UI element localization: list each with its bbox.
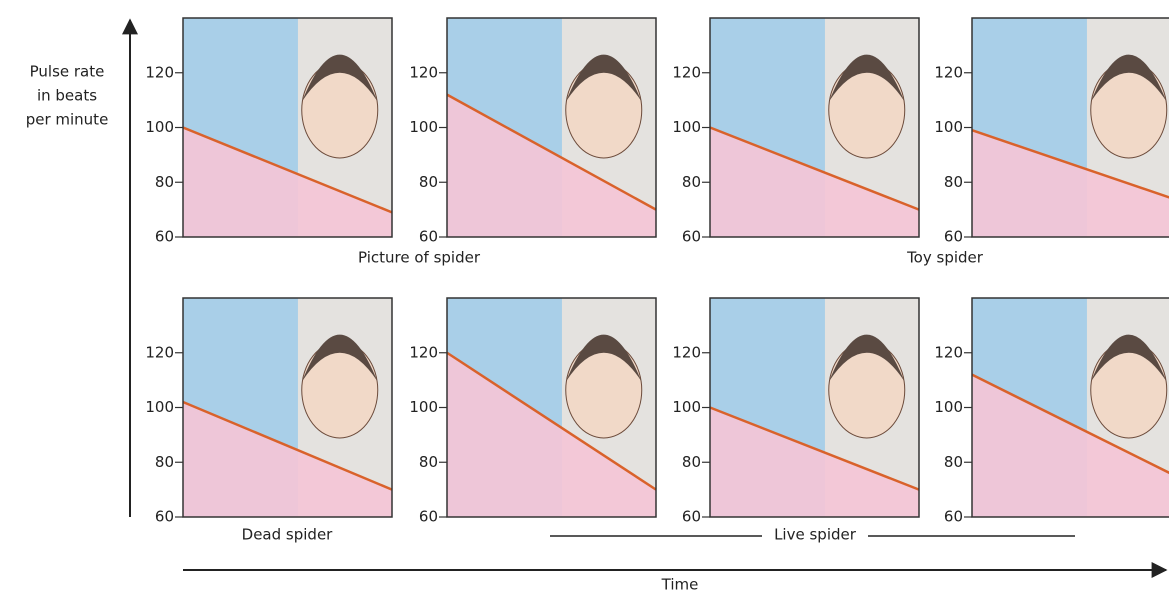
y-tick-label: 60 [155,508,174,526]
figure: Pulse rate in beats per minute Time Pict… [0,0,1169,595]
y-tick-label: 120 [145,63,174,81]
y-tick-label: 100 [145,398,174,416]
y-tick-label: 80 [419,453,438,471]
y-tick-label: 120 [409,63,438,81]
panel: 60 80 100 120 [672,298,919,526]
y-tick-label: 80 [155,453,174,471]
panels: 60 80 100 120 60 80 100 120 60 80 100 120 60 80 100 120… [145,18,1169,526]
y-axis-label: per minute [26,111,109,129]
y-tick-label: 80 [419,173,438,191]
face [829,342,905,438]
x-axis-label: Time [661,576,699,594]
y-tick-label: 100 [934,118,963,136]
panel: 60 80 100 120 [409,18,656,246]
y-tick-label: 80 [682,173,701,191]
y-tick-label: 120 [409,343,438,361]
y-tick-label: 100 [672,118,701,136]
caption: Dead spider [242,526,334,544]
y-tick-label: 60 [419,508,438,526]
y-tick-label: 60 [944,228,963,246]
face [829,62,905,158]
y-tick-label: 120 [934,63,963,81]
y-tick-label: 100 [145,118,174,136]
y-tick-label: 100 [409,118,438,136]
y-tick-label: 80 [155,173,174,191]
y-axis-label: in beats [37,87,97,105]
caption: Toy spider [906,249,984,267]
panel: 60 80 100 120 [934,298,1169,526]
caption: Picture of spider [358,249,481,267]
y-tick-label: 60 [944,508,963,526]
y-tick-label: 60 [682,508,701,526]
y-tick-label: 80 [682,453,701,471]
y-tick-label: 120 [145,343,174,361]
panel: 60 80 100 120 [409,298,656,526]
y-tick-label: 120 [672,63,701,81]
y-tick-label: 60 [419,228,438,246]
caption: Live spider [774,526,857,544]
y-tick-label: 120 [672,343,701,361]
face [1091,62,1167,158]
y-tick-label: 60 [155,228,174,246]
face [566,62,642,158]
face [302,62,378,158]
y-tick-label: 120 [934,343,963,361]
y-tick-label: 60 [682,228,701,246]
y-tick-label: 80 [944,173,963,191]
panel: 60 80 100 120 [145,18,392,246]
y-tick-label: 100 [934,398,963,416]
y-tick-label: 100 [409,398,438,416]
face [1091,342,1167,438]
y-tick-label: 80 [944,453,963,471]
panel: 60 80 100 120 [672,18,919,246]
panel: 60 80 100 120 [934,18,1169,246]
y-axis-label: Pulse rate [30,63,105,81]
face [566,342,642,438]
face [302,342,378,438]
panel: 60 80 100 120 [145,298,392,526]
y-tick-label: 100 [672,398,701,416]
